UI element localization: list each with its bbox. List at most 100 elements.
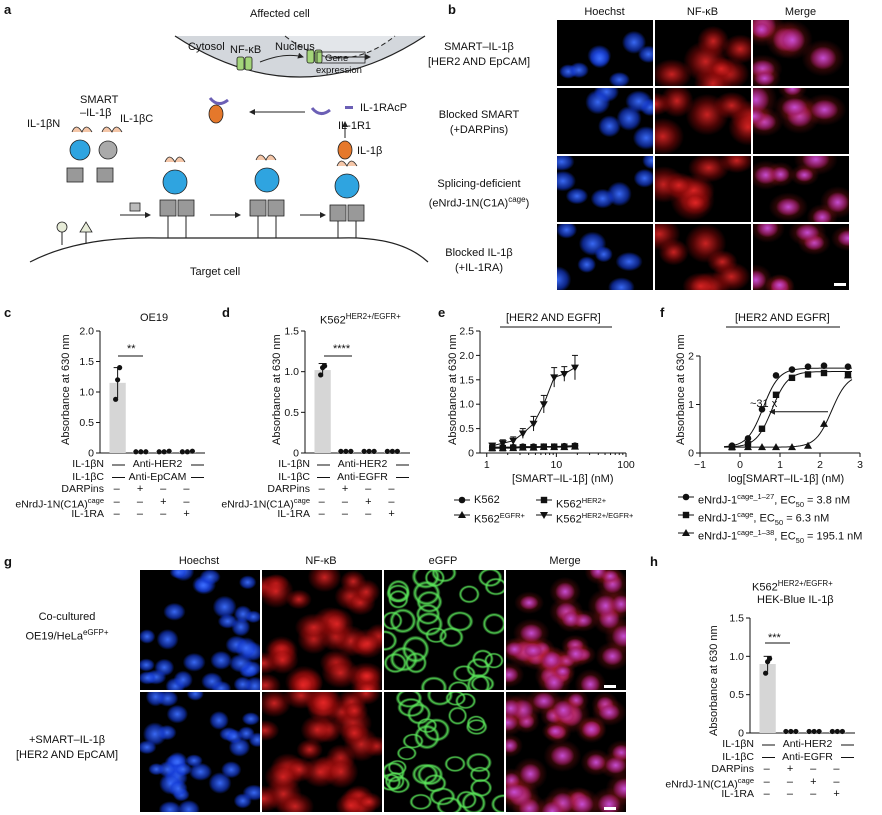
data-point-e: [518, 443, 527, 451]
data-point-f: [804, 371, 812, 378]
y-tick-label-e: 2.0: [459, 350, 474, 362]
data-point-e: [529, 443, 538, 451]
condition-name: IL-1βC: [72, 470, 104, 483]
data-point-f: [758, 443, 766, 451]
condition-name: IL-1RA: [721, 788, 754, 800]
chart-c-sig: **: [127, 343, 136, 355]
il1racp-label: IL-1RAcP: [360, 102, 408, 114]
data-point-c: [189, 448, 195, 454]
target-cell-label: Target cell: [190, 266, 241, 278]
g-col-egfp: eGFP: [428, 555, 458, 567]
data-point-e: [539, 443, 548, 451]
fit-curve-f: [724, 379, 853, 448]
micrograph-b-r2-merge: [753, 88, 849, 154]
cytosol-label: Cytosol: [188, 41, 225, 53]
y-tick-label-e: 0.5: [459, 423, 474, 435]
data-point-h: [763, 670, 769, 676]
chart-f-xlabel: log[SMART–IL-1β] (nM): [728, 473, 845, 485]
il1r1-receptor: [208, 97, 229, 105]
series-line-e: [492, 367, 576, 447]
condition-name: IL-1βN: [278, 458, 310, 470]
y-tick-label-e: 1.5: [459, 374, 474, 386]
y-tick-label-d: 0.5: [284, 407, 299, 419]
data-point-h: [839, 728, 845, 735]
micrograph-g-r1-egfp: [384, 570, 504, 690]
y-tick-label-d: 1.5: [284, 326, 299, 338]
y-tick-label-e: 0: [468, 448, 474, 460]
y-tick-label-c: 1.5: [79, 356, 94, 368]
condition-span: Anti-HER2: [337, 458, 388, 470]
y-tick-label-f: 2: [688, 351, 694, 363]
data-point-c: [156, 449, 162, 455]
condition-span: Anti-EGFR: [337, 470, 388, 483]
data-point-d: [366, 448, 372, 454]
condition-span: Anti-EGFR: [782, 750, 833, 763]
micrograph-b-r3-nfkb: [655, 156, 751, 222]
condition-sign: –: [318, 495, 325, 508]
condition-name: IL-1βC: [278, 470, 310, 483]
data-point-f: [804, 363, 812, 370]
condition-sign: +: [136, 483, 144, 495]
condition-name: eNrdJ-1N(C1A)cage: [665, 775, 754, 791]
y-tick-label-h: 0.5: [729, 689, 744, 701]
g-col-nfkb: NF-κB: [305, 555, 337, 567]
condition-name: IL-1RA: [71, 508, 104, 520]
bar-d: [314, 370, 331, 453]
data-point-f: [744, 435, 752, 442]
g-row-smart: +SMART–IL-1β [HER2 AND EpCAM]: [15, 734, 119, 761]
data-point-c: [184, 449, 190, 455]
data-point-f: [804, 441, 812, 449]
expression-label: expression: [316, 65, 362, 76]
chart-f-fold: ~31 x: [750, 398, 778, 410]
il1b-label: IL-1β: [357, 145, 383, 157]
schematic-diagram: [29, 35, 429, 263]
data-point-h: [788, 728, 794, 735]
chart-d-ylabel: Absorbance at 630 nm: [271, 334, 283, 445]
data-point-h: [793, 728, 799, 735]
y-tick-label-f: 1: [688, 399, 694, 411]
data-point-h: [811, 728, 817, 735]
y-tick-label-h: 1.5: [729, 613, 744, 625]
nfkb-shape: [236, 56, 245, 71]
micrograph-g-r2-hoechst: [140, 692, 260, 812]
data-point-c: [179, 449, 185, 455]
data-point-c: [133, 449, 139, 455]
row-label-blocked-smart: Blocked SMART (+DARPins): [438, 109, 520, 136]
data-point-f: [820, 419, 828, 427]
data-point-e: [560, 443, 569, 451]
condition-sign: –: [136, 495, 143, 508]
data-point-f: [788, 443, 796, 451]
col-head-nfkb: NF-κB: [686, 6, 719, 18]
condition-sign: +: [833, 788, 840, 800]
condition-name: IL-1βN: [722, 738, 754, 750]
condition-sign: +: [183, 508, 190, 520]
y-tick-label-d: 0: [293, 448, 299, 460]
legend-item-e: K562: [474, 494, 500, 506]
data-point-e: [488, 442, 497, 450]
gene-label: Gene: [325, 53, 349, 64]
data-point-c: [143, 449, 149, 455]
data-point-e: [498, 444, 507, 452]
micrograph-b-r4-merge: [753, 224, 849, 290]
y-tick-label-c: 2.0: [79, 326, 94, 338]
condition-sign: –: [341, 508, 348, 520]
data-point-e: [518, 430, 527, 438]
x-tick-label-f: 0: [737, 459, 743, 471]
micrograph-b-r4-hoechst: [557, 224, 653, 290]
data-point-f: [772, 443, 780, 451]
legend-item-f: eNrdJ-1cage, EC50 = 6.3 nM: [698, 510, 830, 527]
condition-span: Anti-EpCAM: [128, 470, 187, 483]
micrograph-g-r1-merge: [506, 570, 626, 690]
y-tick-label-c: 0.5: [79, 417, 94, 429]
scale-bar-b: [834, 283, 846, 286]
micrograph-g-r1-hoechst: [140, 570, 260, 690]
g-row-cocultured: Co-cultured OE19/HeLaeGFP+: [25, 611, 109, 643]
il1bn-label: IL-1βN: [27, 118, 61, 130]
legend-marker-f: [682, 529, 690, 536]
micrograph-g-r1-nfkb: [262, 570, 382, 690]
micrograph-b-r2-nfkb: [655, 88, 751, 154]
data-point-c: [161, 449, 167, 455]
condition-sign: –: [786, 788, 793, 800]
condition-sign: –: [763, 775, 770, 788]
